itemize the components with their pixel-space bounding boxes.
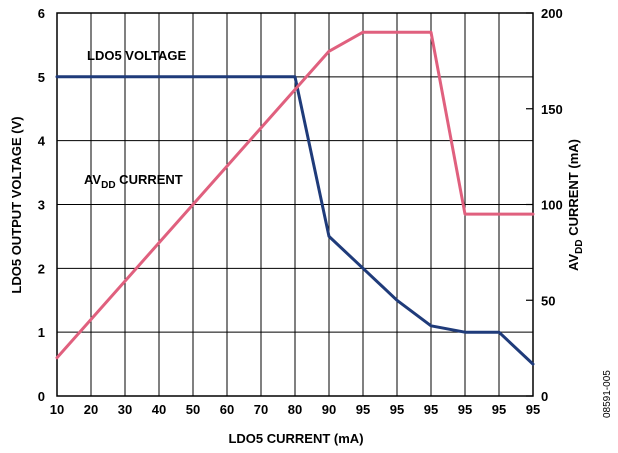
ldo5-voltage-annotation: LDO5 VOLTAGE: [87, 48, 187, 63]
x-tick-label: 80: [288, 402, 302, 417]
avdd-current-annotation: AVDD CURRENT: [84, 172, 183, 191]
x-tick-label: 60: [220, 402, 234, 417]
x-tick-label: 10: [50, 402, 64, 417]
y-axis-left-label: LDO5 OUTPUT VOLTAGE (V): [9, 116, 24, 293]
y-right-tick-label: 150: [541, 102, 563, 117]
x-tick-label: 95: [526, 402, 540, 417]
x-tick-label: 20: [84, 402, 98, 417]
x-tick-label: 30: [118, 402, 132, 417]
figure-id: 08591-005: [602, 370, 613, 418]
y-left-tick-label: 3: [38, 198, 45, 213]
x-tick-label: 95: [458, 402, 472, 417]
grid: [57, 13, 533, 396]
y-left-tick-label: 1: [38, 325, 45, 340]
x-tick-label: 95: [492, 402, 506, 417]
x-tick-label: 95: [424, 402, 438, 417]
tick-labels: 10 20 30 40 50 60 70 80 90 95 95 95 95 95 950123456050…: [38, 6, 563, 417]
x-tick-label: 95: [356, 402, 370, 417]
y-left-tick-label: 2: [38, 261, 45, 276]
x-tick-label: 50: [186, 402, 200, 417]
y-right-tick-label: 200: [541, 6, 563, 21]
series-group: [55, 30, 535, 366]
y-right-tick-label: 0: [541, 389, 548, 404]
y-left-tick-label: 0: [38, 389, 45, 404]
y-left-tick-label: 4: [38, 134, 46, 149]
x-tick-label: 70: [254, 402, 268, 417]
y-axis-right-label: AVDD CURRENT (mA): [566, 139, 585, 271]
y-right-tick-label: 100: [541, 198, 563, 213]
x-tick-label: 90: [322, 402, 336, 417]
y-left-tick-label: 5: [38, 70, 45, 85]
y-right-tick-label: 50: [541, 293, 555, 308]
x-tick-label: 95: [390, 402, 404, 417]
x-axis-label: LDO5 CURRENT (mA): [228, 431, 363, 446]
y-left-tick-label: 6: [38, 6, 45, 21]
ldo5-voltage-line: [55, 75, 535, 366]
x-tick-label: 40: [152, 402, 166, 417]
avdd-current-line: [55, 30, 535, 360]
